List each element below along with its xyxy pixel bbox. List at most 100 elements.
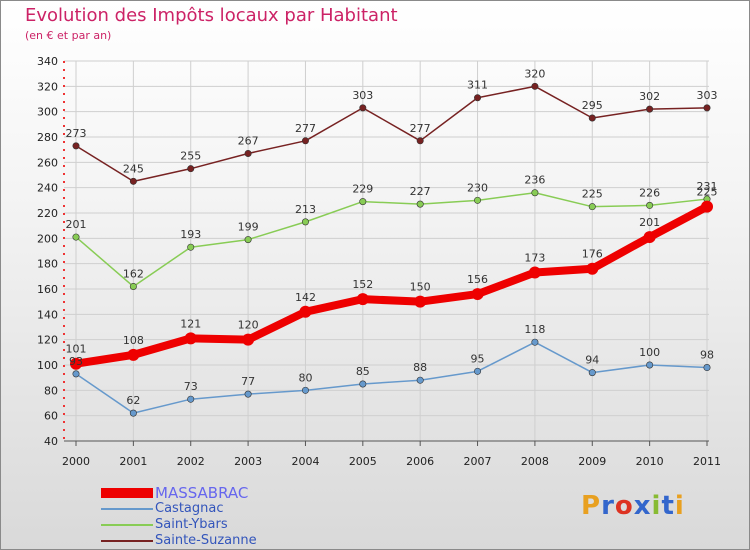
data-label: 226 bbox=[639, 186, 660, 199]
data-point bbox=[586, 262, 599, 275]
legend-item-castagnac[interactable]: Castagnac bbox=[101, 501, 341, 517]
data-label: 229 bbox=[352, 183, 373, 196]
data-label: 231 bbox=[697, 180, 718, 193]
data-point bbox=[703, 104, 711, 112]
data-label: 176 bbox=[582, 248, 603, 261]
data-label: 320 bbox=[524, 67, 545, 80]
x-tick-label: 2010 bbox=[636, 455, 664, 468]
data-label: 101 bbox=[66, 343, 87, 356]
data-label: 80 bbox=[298, 371, 312, 384]
data-point bbox=[301, 137, 309, 145]
legend-item-sainte-suzanne[interactable]: Sainte-Suzanne bbox=[101, 533, 341, 549]
x-tick-label: 2009 bbox=[578, 455, 606, 468]
data-point bbox=[72, 233, 80, 241]
data-label: 142 bbox=[295, 291, 316, 304]
data-label: 152 bbox=[352, 278, 373, 291]
x-tick-label: 2005 bbox=[349, 455, 377, 468]
data-point bbox=[646, 105, 654, 113]
y-tick-label: 280 bbox=[37, 131, 58, 144]
logo-letter: x bbox=[633, 491, 652, 521]
y-tick-label: 220 bbox=[37, 207, 58, 220]
data-label: 162 bbox=[123, 267, 144, 280]
data-label: 236 bbox=[524, 174, 545, 187]
data-label: 95 bbox=[471, 352, 485, 365]
data-point bbox=[129, 177, 137, 185]
x-tick-label: 2001 bbox=[119, 455, 147, 468]
y-tick-label: 180 bbox=[37, 258, 58, 271]
data-label: 227 bbox=[410, 185, 431, 198]
legend-item-massabrac[interactable]: MASSABRAC bbox=[101, 485, 341, 501]
data-label: 201 bbox=[639, 216, 660, 229]
axes: 40 60 80 100 120 140 160 180 200 220 240 260 280 300 3… bbox=[37, 55, 721, 468]
data-label: 108 bbox=[123, 334, 144, 347]
series-line-massabrac bbox=[72, 202, 711, 368]
y-tick-label: 320 bbox=[37, 80, 58, 93]
data-label: 267 bbox=[238, 134, 259, 147]
data-label: 303 bbox=[352, 89, 373, 102]
data-point bbox=[129, 282, 137, 290]
data-point bbox=[129, 409, 137, 417]
legend-swatch bbox=[101, 540, 153, 542]
data-point bbox=[72, 142, 80, 150]
series-line-saint-ybars bbox=[75, 191, 708, 288]
data-label: 73 bbox=[184, 380, 198, 393]
logo-letter: t bbox=[661, 491, 675, 521]
x-tick-label: 2002 bbox=[177, 455, 205, 468]
legend-swatch bbox=[101, 508, 153, 510]
legend-label: MASSABRAC bbox=[155, 484, 249, 502]
data-point bbox=[414, 295, 427, 308]
grid-lines bbox=[64, 60, 709, 442]
y-tick-label: 240 bbox=[37, 182, 58, 195]
logo-letter: r bbox=[601, 491, 615, 521]
data-label: 120 bbox=[238, 319, 259, 332]
data-labels: 93 62 73 77 80 85 88 95 118 94 100 98 201 162 193 199 21… bbox=[66, 67, 718, 407]
data-label: 93 bbox=[69, 355, 83, 368]
data-point bbox=[588, 203, 596, 211]
data-label: 173 bbox=[524, 252, 545, 265]
x-tick-label: 2007 bbox=[464, 455, 492, 468]
logo-letter: i bbox=[674, 491, 685, 521]
data-point bbox=[588, 114, 596, 122]
y-tick-label: 80 bbox=[44, 384, 58, 397]
data-point bbox=[72, 370, 80, 378]
y-tick-label: 60 bbox=[44, 410, 58, 423]
legend-label: Castagnac bbox=[155, 501, 224, 516]
data-label: 77 bbox=[241, 375, 255, 388]
chart-title: Evolution des Impôts locaux par Habitant bbox=[25, 5, 398, 26]
y-tick-label: 260 bbox=[37, 156, 58, 169]
data-label: 213 bbox=[295, 203, 316, 216]
y-tick-label: 40 bbox=[44, 435, 58, 448]
logo-letter: o bbox=[614, 491, 634, 521]
data-point bbox=[244, 236, 252, 244]
data-point bbox=[528, 266, 541, 279]
data-label: 303 bbox=[697, 89, 718, 102]
x-tick-label: 2004 bbox=[291, 455, 319, 468]
x-tick-label: 2000 bbox=[62, 455, 90, 468]
data-label: 88 bbox=[413, 361, 427, 374]
x-tick-label: 2006 bbox=[406, 455, 434, 468]
data-label: 255 bbox=[180, 150, 201, 163]
data-point bbox=[356, 293, 369, 306]
data-point bbox=[588, 369, 596, 377]
data-point bbox=[70, 357, 82, 370]
legend-item-saint-ybars[interactable]: Saint-Ybars bbox=[101, 517, 341, 533]
data-label: 199 bbox=[238, 221, 259, 234]
data-point bbox=[127, 348, 140, 361]
data-point bbox=[187, 395, 195, 403]
data-point bbox=[416, 376, 424, 384]
y-tick-label: 160 bbox=[37, 283, 58, 296]
chart-subtitle: (en € et par an) bbox=[25, 29, 112, 42]
data-point bbox=[531, 189, 539, 197]
data-point bbox=[242, 333, 255, 346]
x-tick-label: 2003 bbox=[234, 455, 262, 468]
data-label: 121 bbox=[180, 317, 201, 330]
data-label: 193 bbox=[180, 228, 201, 241]
data-point bbox=[531, 82, 539, 90]
data-label: 156 bbox=[467, 273, 488, 286]
data-point bbox=[474, 196, 482, 204]
data-label: 98 bbox=[700, 349, 714, 362]
data-label: 277 bbox=[410, 122, 431, 135]
data-label: 230 bbox=[467, 181, 488, 194]
